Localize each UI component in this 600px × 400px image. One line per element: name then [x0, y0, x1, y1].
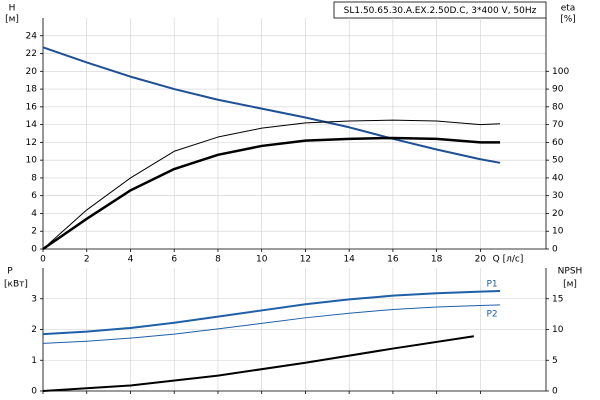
- series-line: [42, 136, 501, 251]
- y-tick-label: 6: [31, 191, 37, 201]
- series-label: P2: [486, 309, 497, 319]
- y2-axis-unit: [м]: [563, 280, 577, 290]
- y2-tick-label: 50: [552, 156, 564, 166]
- y-tick-label: 24: [26, 31, 38, 41]
- series-line: [42, 290, 501, 336]
- y-tick-label: 12: [26, 138, 37, 148]
- y2-tick-label: 80: [552, 102, 564, 112]
- series-line: [42, 304, 501, 344]
- y2-tick-label: 90: [552, 85, 564, 95]
- y-tick-label: 20: [26, 67, 38, 77]
- y-tick-label: 3: [31, 294, 37, 304]
- y-tick-label: 2: [31, 325, 37, 335]
- y-tick-label: 14: [26, 120, 38, 130]
- y-tick-label: 0: [31, 245, 37, 255]
- y2-axis-label: NPSH: [558, 267, 583, 277]
- y-tick-label: 4: [31, 209, 37, 219]
- x-tick-label: 14: [343, 255, 355, 265]
- y2-tick-label: 10: [552, 325, 564, 335]
- x-tick-label: 4: [128, 255, 134, 265]
- y2-tick-label: 30: [552, 191, 564, 201]
- series-label: P1: [486, 280, 497, 290]
- y-axis-unit: [кВт]: [4, 280, 28, 290]
- series-line: [42, 335, 474, 392]
- title-box: [333, 1, 547, 19]
- y-tick-label: 0: [31, 387, 37, 397]
- y2-tick-label: 10: [552, 227, 564, 237]
- y2-tick-label: 70: [552, 120, 564, 130]
- x-tick-label: 2: [84, 255, 90, 265]
- x-tick-label: 18: [431, 255, 443, 265]
- y2-tick-label: 20: [552, 209, 564, 219]
- y-tick-label: 2: [31, 227, 37, 237]
- y2-axis-unit: [%]: [560, 15, 576, 25]
- x-tick-label: 12: [300, 255, 311, 265]
- y2-tick-label: 60: [552, 138, 564, 148]
- y-axis-label: P: [7, 267, 13, 277]
- y2-tick-label: 40: [552, 173, 564, 183]
- x-tick-label: 6: [171, 255, 177, 265]
- x-tick-label: 0: [40, 255, 46, 265]
- x-tick-label: 8: [215, 255, 221, 265]
- x-axis-label: Q [л/с]: [493, 255, 524, 265]
- series-line: [42, 119, 501, 250]
- chart-title: SL1.50.65.30.A.EX.2.50D.C, 3*400 V, 50Hz: [344, 6, 537, 16]
- y-tick-label: 22: [26, 49, 37, 59]
- y-tick-label: 16: [26, 102, 38, 112]
- y2-tick-label: 15: [552, 294, 563, 304]
- y2-tick-label: 0: [552, 245, 558, 255]
- y-tick-label: 1: [31, 356, 37, 366]
- y-axis-label: H: [9, 4, 16, 14]
- y-axis-unit: [м]: [5, 15, 19, 25]
- y2-tick-label: 100: [552, 67, 569, 77]
- y2-tick-label: 5: [552, 356, 558, 366]
- y-tick-label: 18: [26, 85, 38, 95]
- y-tick-label: 10: [26, 156, 38, 166]
- y-tick-label: 8: [31, 173, 37, 183]
- y2-axis-label: eta: [561, 4, 576, 14]
- y2-tick-label: 0: [552, 387, 558, 397]
- x-tick-label: 16: [387, 255, 399, 265]
- x-tick-label: 20: [475, 255, 487, 265]
- series-line: [42, 46, 501, 164]
- x-tick-label: 10: [256, 255, 268, 265]
